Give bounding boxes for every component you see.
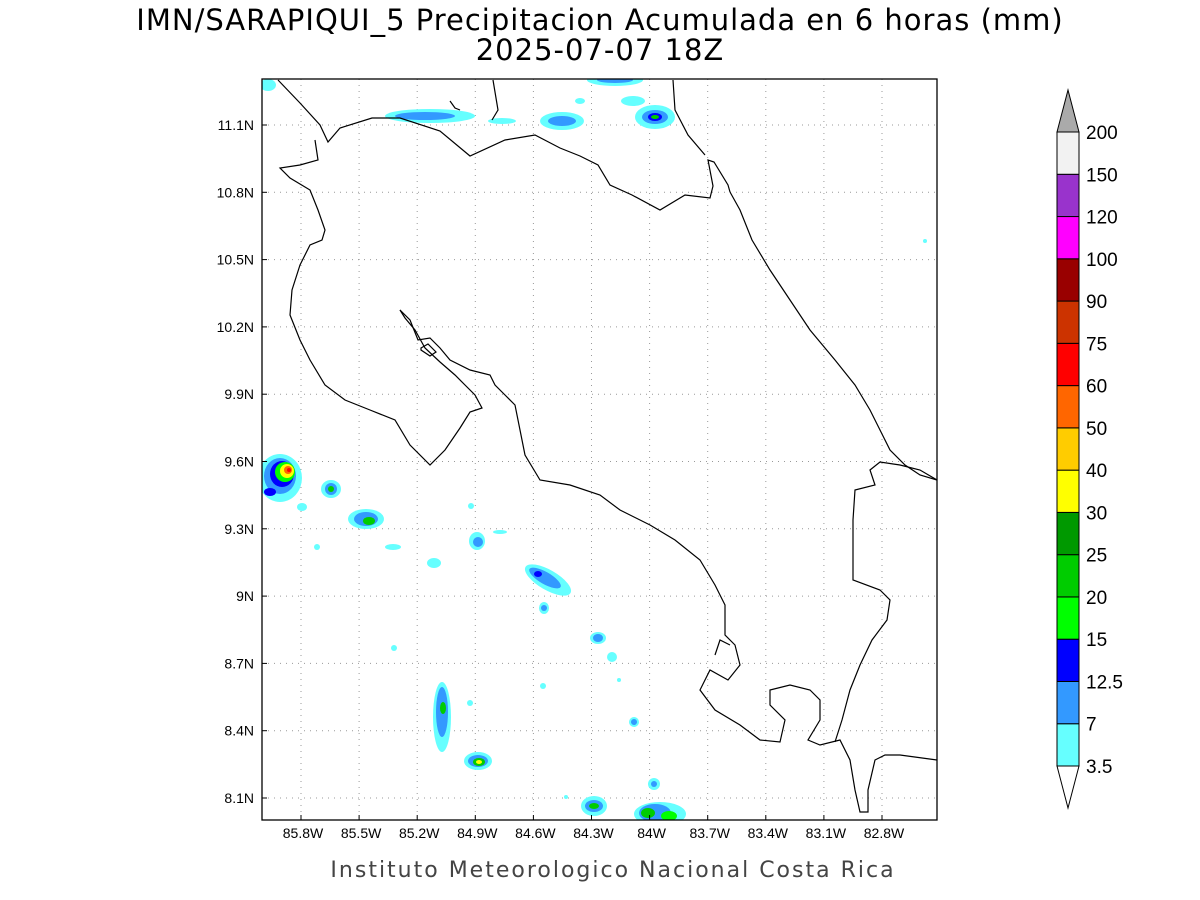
colorbar-label: 150 (1086, 165, 1118, 186)
lon-tick-label: 83.1W (806, 825, 847, 841)
lat-tick-label: 8.1N (224, 790, 254, 806)
colorbar-swatch (1056, 427, 1080, 471)
map-title: IMN/SARAPIQUI_5 Precipitacion Acumulada … (136, 3, 1063, 37)
colorbar-label: 15 (1086, 630, 1107, 651)
lat-tick-label: 11.1N (218, 117, 254, 133)
lat-tick-label: 9N (236, 588, 254, 604)
colorbar-label: 7 (1086, 715, 1097, 736)
map-frame (261, 78, 938, 821)
coastline (277, 79, 937, 813)
colorbar-swatch (1056, 385, 1080, 429)
colorbar-max-arrow (1056, 88, 1080, 133)
lon-tick-label: 85.2W (399, 825, 440, 841)
colorbar-swatch (1056, 638, 1080, 682)
map-panel: 11.1N 10.8N 10.5N 10.2N 9.9N 9.6N 9.3N 9N 8.7N 8.… (217, 78, 938, 841)
lon-tick-label: 85.5W (341, 825, 382, 841)
lon-tick-label: 84.3W (573, 825, 614, 841)
precipitation-field (262, 79, 927, 820)
colorbar-label: 40 (1086, 461, 1107, 482)
longitude-tick-labels: 85.8W 85.5W 85.2W 84.9W 84.6W 84.3W 84W 83.7W 83… (283, 815, 905, 841)
colorbar-swatch (1056, 216, 1080, 260)
colorbar-swatch (1056, 300, 1080, 344)
colorbar-swatch (1056, 723, 1080, 767)
colorbar-label: 12.5 (1086, 672, 1123, 693)
lat-tick-label: 9.9N (224, 386, 254, 402)
colorbar-label: 200 (1086, 123, 1118, 144)
lat-tick-label: 9.6N (224, 454, 254, 470)
colorbar-label: 30 (1086, 503, 1107, 524)
colorbar-label: 60 (1086, 377, 1107, 398)
lat-tick-label: 10.8N (217, 184, 254, 200)
colorbar-label: 3.5 (1086, 757, 1112, 778)
colorbar-label: 25 (1086, 546, 1107, 567)
colorbar-swatch (1056, 680, 1080, 725)
graticule (262, 79, 937, 820)
colorbar-swatch (1056, 342, 1080, 387)
colorbar-label: 120 (1086, 208, 1118, 229)
colorbar-swatch (1056, 554, 1080, 598)
credit-text: Instituto Meteorologico Nacional Costa R… (330, 858, 895, 883)
latitude-tick-labels: 11.1N 10.8N 10.5N 10.2N 9.9N 9.6N 9.3N 9N 8.7N 8.… (217, 117, 267, 806)
lon-tick-label: 82.8W (864, 825, 905, 841)
colorbar-swatch (1056, 596, 1080, 640)
lon-tick-label: 84.6W (515, 825, 556, 841)
colorbar-swatch (1056, 131, 1080, 175)
colorbar-label: 100 (1086, 250, 1118, 271)
lon-tick-label: 83.7W (689, 825, 730, 841)
colorbar-label: 90 (1086, 292, 1107, 313)
colorbar-swatch (1056, 258, 1080, 302)
lon-tick-label: 84W (637, 825, 667, 841)
colorbar-label: 75 (1086, 334, 1107, 355)
colorbar-swatch (1056, 173, 1080, 218)
colorbar-min-arrow (1056, 765, 1080, 810)
colorbar-swatch (1056, 511, 1080, 556)
colorbar: 3.5 7 12.5 15 20 25 30 40 50 60 75 90 100 120 150 200 (1056, 88, 1123, 810)
map-subtitle: 2025-07-07 18Z (476, 33, 725, 67)
colorbar-label: 20 (1086, 588, 1107, 609)
lat-tick-label: 8.7N (224, 655, 254, 671)
colorbar-swatch (1056, 469, 1080, 513)
lat-tick-label: 9.3N (224, 521, 254, 537)
lon-tick-label: 85.8W (283, 825, 324, 841)
lat-tick-label: 8.4N (224, 723, 254, 739)
colorbar-label: 50 (1086, 419, 1107, 440)
lat-tick-label: 10.2N (217, 319, 254, 335)
lon-tick-label: 84.9W (457, 825, 498, 841)
lon-tick-label: 83.4W (748, 825, 789, 841)
lat-tick-label: 10.5N (217, 252, 254, 268)
